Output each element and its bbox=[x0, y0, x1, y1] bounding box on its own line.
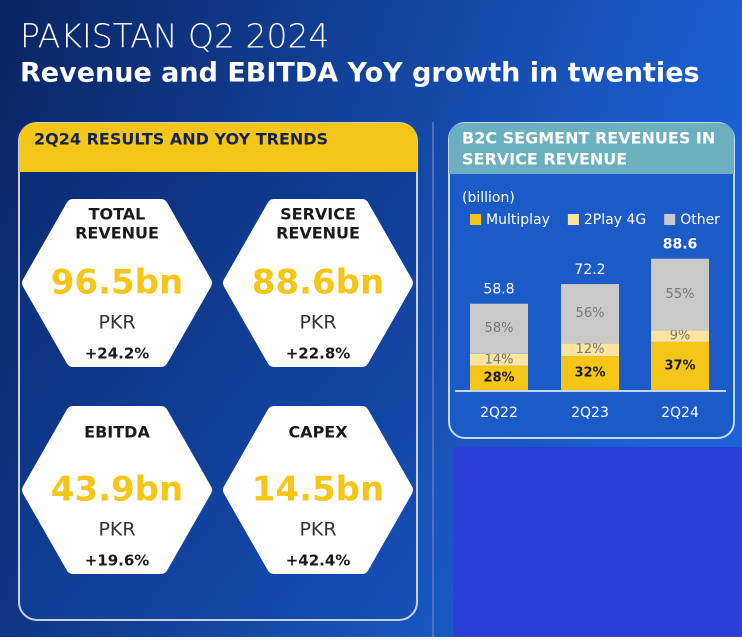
kpi-hexagon bbox=[22, 406, 212, 574]
x-tick-label: 2Q22 bbox=[480, 405, 518, 421]
bar-segment bbox=[470, 303, 528, 354]
segment-label: 14% bbox=[485, 352, 514, 367]
page-title: PAKISTAN Q2 2024 bbox=[20, 17, 329, 56]
segment-label: 56% bbox=[576, 306, 605, 321]
legend-label: Other bbox=[680, 212, 720, 228]
decor-block bbox=[453, 447, 742, 637]
kpi-value: 43.9bn bbox=[51, 470, 183, 510]
segment-label: 9% bbox=[670, 329, 691, 344]
bar-segment bbox=[651, 258, 709, 331]
segment-label: 28% bbox=[483, 370, 514, 385]
kpi-unit: PKR bbox=[299, 312, 336, 334]
kpi-label: CAPEX bbox=[288, 423, 348, 442]
bar-segment bbox=[561, 343, 619, 357]
segment-label: 37% bbox=[664, 358, 695, 373]
x-tick-label: 2Q23 bbox=[571, 405, 609, 421]
legend-swatch bbox=[664, 214, 676, 225]
total-label: 72.2 bbox=[574, 262, 605, 278]
chart-header bbox=[449, 123, 734, 174]
kpi-growth: +42.4% bbox=[286, 552, 351, 570]
kpi-header bbox=[19, 123, 417, 172]
kpi-unit: PKR bbox=[98, 519, 135, 541]
chart-title: SERVICE REVENUE bbox=[462, 150, 627, 169]
segment-label: 55% bbox=[666, 287, 695, 302]
bar-segment bbox=[470, 353, 528, 366]
legend-label: Multiplay bbox=[486, 212, 550, 228]
total-label: 58.8 bbox=[483, 282, 514, 298]
kpi-growth: +24.2% bbox=[85, 345, 150, 363]
segment-label: 12% bbox=[576, 342, 605, 357]
kpi-label: TOTAL bbox=[89, 205, 146, 224]
kpi-unit: PKR bbox=[98, 312, 135, 334]
kpi-hexagon bbox=[223, 199, 413, 367]
bar-segment bbox=[470, 365, 528, 390]
x-tick-label: 2Q24 bbox=[661, 405, 699, 421]
legend-swatch bbox=[567, 214, 579, 225]
kpi-value: 96.5bn bbox=[51, 263, 183, 303]
kpi-hexagon bbox=[223, 406, 413, 574]
kpi-growth: +22.8% bbox=[286, 345, 351, 363]
segment-label: 58% bbox=[485, 321, 514, 336]
kpi-value: 14.5bn bbox=[252, 470, 384, 510]
legend-label: 2Play 4G bbox=[584, 212, 646, 228]
kpi-hexagon bbox=[22, 199, 212, 367]
bar-segment bbox=[651, 330, 709, 342]
kpi-title: 2Q24 RESULTS AND YOY TRENDS bbox=[34, 130, 328, 149]
kpi-growth: +19.6% bbox=[85, 552, 150, 570]
kpi-label: EBITDA bbox=[84, 423, 150, 442]
kpi-label: REVENUE bbox=[276, 224, 360, 243]
kpi-value: 88.6bn bbox=[252, 263, 384, 303]
bar-segment bbox=[561, 284, 619, 344]
unit-label: (billion) bbox=[462, 190, 515, 206]
legend-swatch bbox=[470, 214, 481, 225]
segment-label: 32% bbox=[574, 366, 605, 381]
page-subtitle: Revenue and EBITDA YoY growth in twentie… bbox=[20, 58, 700, 89]
kpi-label: SERVICE bbox=[280, 205, 356, 224]
total-label: 88.6 bbox=[663, 237, 698, 253]
kpi-unit: PKR bbox=[299, 519, 336, 541]
kpi-label: REVENUE bbox=[75, 224, 159, 243]
bar-segment bbox=[561, 356, 619, 390]
chart-title: B2C SEGMENT REVENUES IN bbox=[462, 129, 715, 148]
bar-segment bbox=[651, 341, 709, 390]
